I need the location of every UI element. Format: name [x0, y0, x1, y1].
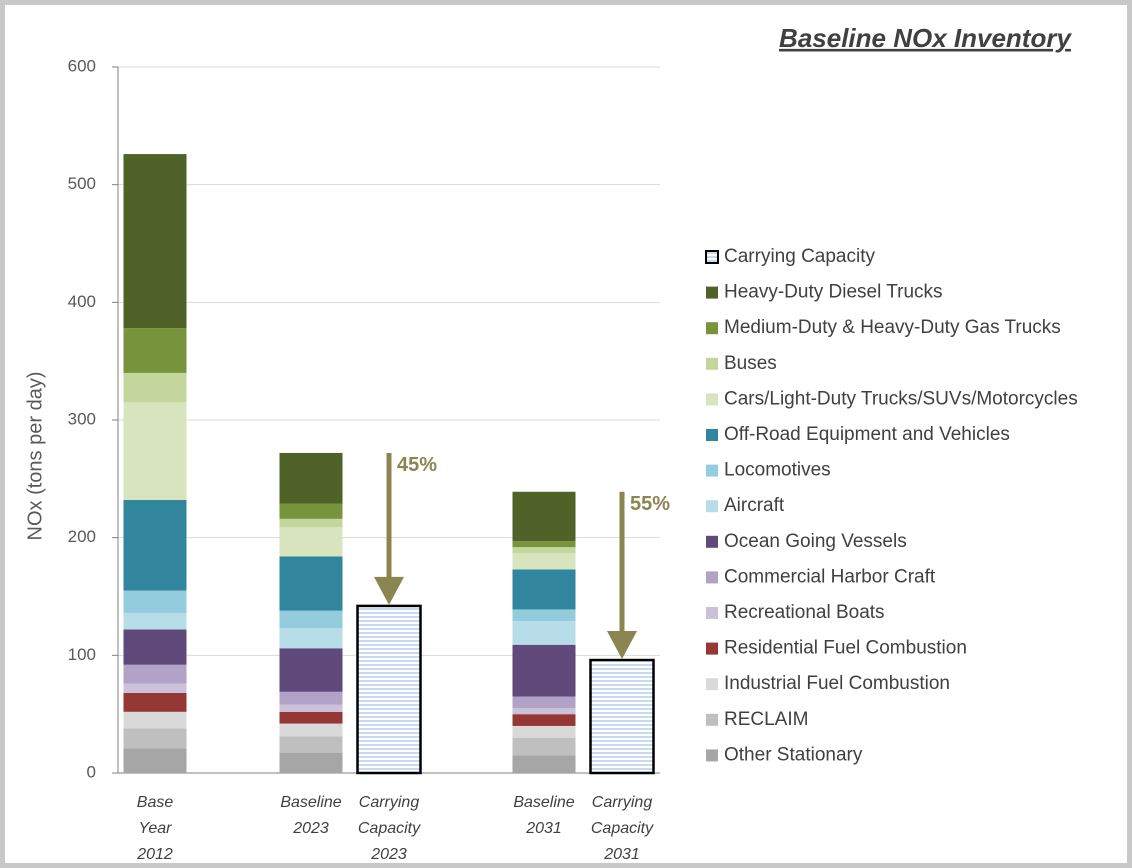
- legend-swatch: [706, 678, 718, 691]
- legend-label: Ocean Going Vessels: [724, 531, 907, 552]
- bar-segment: [279, 736, 343, 753]
- bar-segment: [512, 755, 576, 773]
- annotation: 45%: [397, 454, 437, 476]
- bar-segment: [512, 547, 576, 553]
- bar-segment: [123, 590, 187, 613]
- bar-segment: [512, 696, 576, 709]
- bar-segment: [279, 752, 343, 773]
- bar-segment: [123, 629, 187, 665]
- bar-segment: [279, 527, 343, 557]
- legend-swatch: [706, 322, 718, 335]
- bar-segment: [123, 664, 187, 684]
- legend-label: Cars/Light-Duty Trucks/SUVs/Motorcycles: [724, 388, 1078, 409]
- arrow-head: [607, 631, 637, 660]
- bar-segment: [512, 708, 576, 715]
- legend-swatch: [706, 642, 718, 655]
- capacity-bar: [356, 604, 422, 775]
- bar-segment: [279, 503, 343, 519]
- legend-label: Locomotives: [724, 460, 831, 481]
- bar-segment: [123, 500, 187, 591]
- bar-segment: [512, 621, 576, 645]
- legend-swatch: [706, 571, 718, 584]
- x-tick-label: Baseline 2023: [280, 794, 341, 837]
- bar-segment: [512, 644, 576, 697]
- arrow-head: [374, 576, 404, 605]
- y-tick-label: 100: [68, 645, 96, 664]
- bar-segment: [512, 552, 576, 570]
- legend-swatch: [706, 749, 718, 762]
- legend-swatch: [706, 713, 718, 726]
- legend-label: Medium-Duty & Heavy-Duty Gas Trucks: [724, 317, 1061, 338]
- bar-segment: [279, 610, 343, 629]
- bar-segment: [123, 612, 187, 630]
- y-tick-label: 0: [87, 762, 96, 781]
- bar-segment: [123, 711, 187, 729]
- bar-segment: [512, 541, 576, 548]
- bar-segment: [512, 714, 576, 726]
- legend-label: Other Stationary: [724, 744, 863, 765]
- bar-segment: [279, 691, 343, 705]
- x-tick-label: Baseline 2031: [513, 794, 574, 837]
- bar-segment: [123, 328, 187, 373]
- bar-segment: [512, 491, 576, 542]
- legend-label: Recreational Boats: [724, 602, 885, 623]
- legend-label: RECLAIM: [724, 709, 808, 730]
- bar-segment: [123, 683, 187, 693]
- y-axis-label: NOx (tons per day): [24, 372, 46, 541]
- legend-swatch: [706, 500, 718, 513]
- bar-segment: [512, 737, 576, 756]
- bar-segment: [279, 556, 343, 611]
- legend-label: Aircraft: [724, 495, 785, 516]
- bar-segment: [279, 628, 343, 649]
- legend-label: Industrial Fuel Combustion: [724, 673, 950, 694]
- legend-swatch: [706, 607, 718, 619]
- annotation: 55%: [630, 493, 670, 515]
- legend-label: Buses: [724, 353, 777, 374]
- legend-swatch: [706, 393, 718, 406]
- capacity-bar: [589, 658, 655, 775]
- bar-segment: [279, 518, 343, 528]
- bar-segment: [512, 609, 576, 622]
- legend-label: Commercial Harbor Craft: [724, 566, 936, 587]
- legend-swatch: [705, 250, 719, 264]
- legend-swatch: [706, 357, 718, 370]
- bar-segment: [123, 154, 187, 329]
- legend-swatch: [706, 429, 718, 441]
- y-tick-label: 400: [68, 292, 96, 311]
- legend-swatch: [706, 535, 718, 548]
- bar-segment: [123, 728, 187, 749]
- legend-label: Heavy-Duty Diesel Trucks: [724, 282, 943, 303]
- bar-segment: [279, 711, 343, 724]
- legend-label: Off-Road Equipment and Vehicles: [724, 424, 1010, 445]
- legend-label: Residential Fuel Combustion: [724, 638, 967, 659]
- y-tick-label: 200: [68, 527, 96, 546]
- bar-segment: [123, 748, 187, 773]
- y-tick-label: 300: [68, 409, 96, 428]
- bar-segment: [123, 402, 187, 501]
- bar-segment: [279, 452, 343, 504]
- y-tick-label: 600: [68, 56, 96, 75]
- legend-swatch: [706, 464, 718, 477]
- x-tick-label: Base Year 2012: [136, 794, 173, 863]
- legend-swatch: [706, 286, 718, 299]
- bar-segment: [512, 569, 576, 610]
- legend-label: Carrying Capacity: [724, 246, 875, 267]
- chart-title: Baseline NOx Inventory: [779, 23, 1072, 53]
- x-tick-label: Carrying Capacity 2031: [591, 794, 654, 863]
- bar-segment: [279, 648, 343, 692]
- bar-segment: [279, 704, 343, 712]
- bar-segment: [279, 723, 343, 737]
- bar-segment: [123, 692, 187, 712]
- x-tick-label: Carrying Capacity 2023: [358, 794, 421, 863]
- bar-segment: [123, 372, 187, 403]
- y-tick-label: 500: [68, 174, 96, 193]
- bar-segment: [512, 725, 576, 738]
